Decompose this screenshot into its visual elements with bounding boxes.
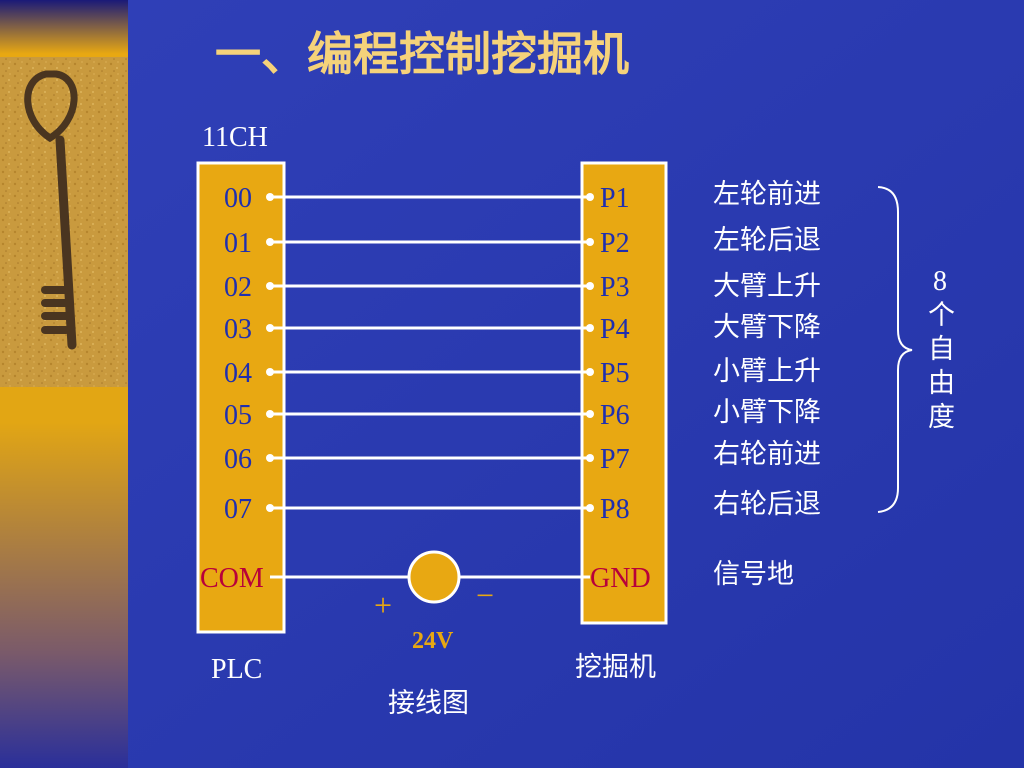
signal-ground-label: 信号地 bbox=[713, 559, 794, 590]
plc-pin-label: 03 bbox=[224, 314, 252, 345]
excavator-pin-label: P5 bbox=[600, 358, 630, 389]
function-label: 小臂下降 bbox=[713, 397, 821, 428]
excavator-pin-label: P3 bbox=[600, 272, 630, 303]
excavator-pin-label: P8 bbox=[600, 494, 630, 525]
plc-pin-label: 01 bbox=[224, 228, 252, 259]
pin-labels: 00 P1 01 P2 02 P3 03 P4 04 P5 05 P6 06 P7 07 P8 COM GND bbox=[200, 183, 651, 594]
power-minus-sign: − bbox=[476, 577, 494, 613]
dof-char: 自 bbox=[928, 334, 955, 365]
plc-pin-label: 04 bbox=[224, 358, 252, 389]
excavator-block bbox=[580, 161, 668, 625]
power-plus-sign: + bbox=[374, 587, 392, 623]
excavator-pin-label: P4 bbox=[600, 314, 630, 345]
function-label: 右轮前进 bbox=[713, 439, 821, 470]
function-label: 小臂上升 bbox=[713, 356, 821, 387]
power-source-circle bbox=[407, 550, 461, 604]
function-label: 大臂上升 bbox=[713, 271, 821, 302]
excavator-pin-label: P7 bbox=[600, 444, 630, 475]
slide-title: 一、编程控制挖掘机 bbox=[215, 27, 629, 81]
plc-label: PLC bbox=[211, 654, 262, 685]
function-label: 右轮后退 bbox=[713, 489, 821, 520]
power-source: + − 24V bbox=[374, 550, 494, 654]
function-label: 左轮前进 bbox=[713, 179, 821, 210]
function-label: 左轮后退 bbox=[713, 225, 821, 256]
dof-char: 度 bbox=[928, 402, 955, 433]
dof-number: 8 bbox=[933, 266, 947, 297]
plc-channel-label: 11CH bbox=[202, 122, 268, 153]
dof-bracket bbox=[877, 186, 913, 513]
power-voltage-label: 24V bbox=[412, 628, 454, 654]
function-label: 大臂下降 bbox=[713, 312, 821, 343]
key-image bbox=[0, 57, 128, 387]
plc-pin-label: 05 bbox=[224, 400, 252, 431]
plc-pin-label: 00 bbox=[224, 183, 252, 214]
excavator-gnd-label: GND bbox=[590, 563, 651, 594]
diagram-caption: 接线图 bbox=[388, 688, 469, 719]
dof-char: 个 bbox=[928, 300, 955, 331]
excavator-pin-label: P6 bbox=[600, 400, 630, 431]
plc-pin-label: 02 bbox=[224, 272, 252, 303]
dof-char: 由 bbox=[928, 368, 955, 399]
plc-pin-label: 07 bbox=[224, 494, 252, 525]
plc-com-label: COM bbox=[200, 563, 264, 594]
excavator-pin-label: P2 bbox=[600, 228, 630, 259]
plc-pin-label: 06 bbox=[224, 444, 252, 475]
excavator-label: 挖掘机 bbox=[575, 652, 656, 683]
excavator-pin-label: P1 bbox=[600, 183, 630, 214]
wire-group bbox=[266, 193, 594, 579]
